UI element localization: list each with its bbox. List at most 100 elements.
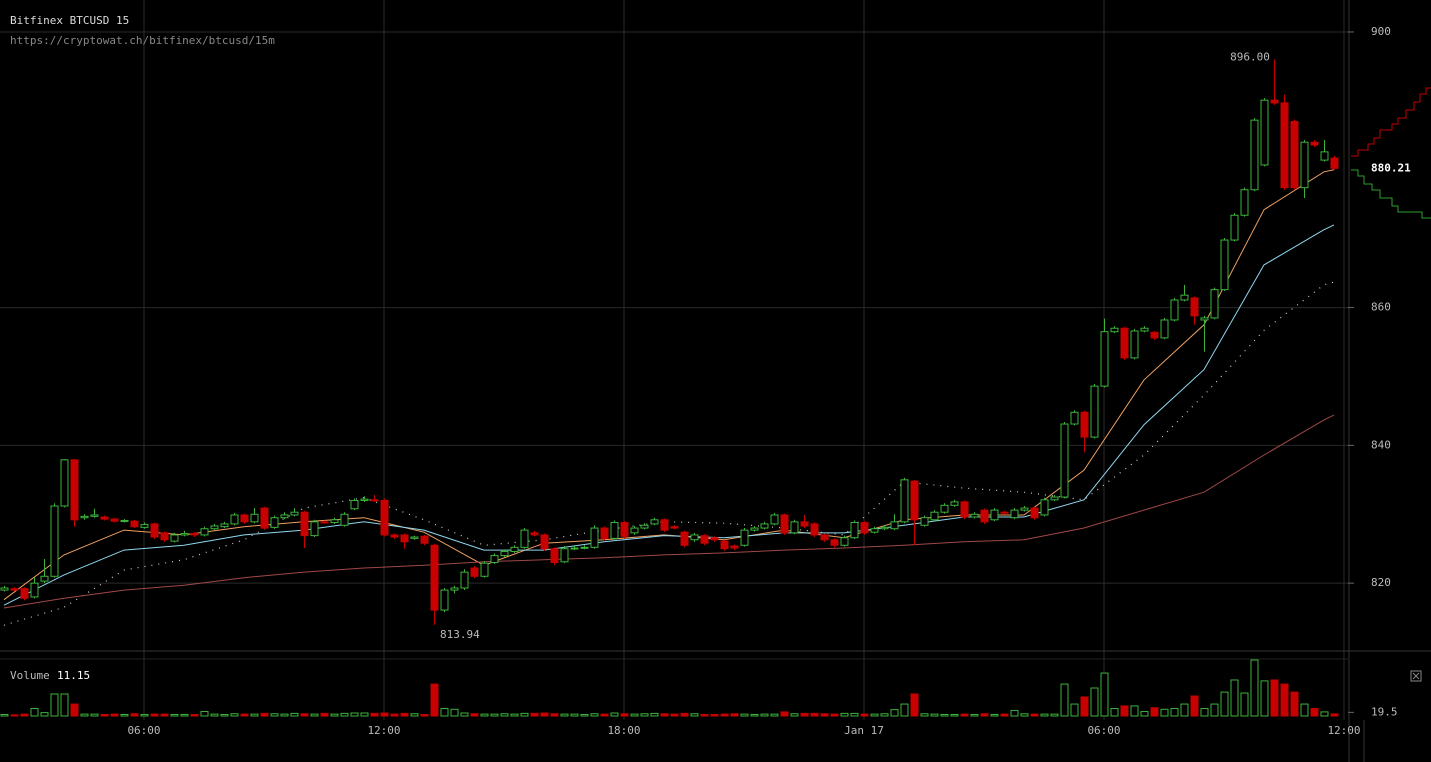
volume-bar [30, 708, 39, 717]
volume-bar [850, 712, 859, 717]
volume-bar [220, 714, 229, 717]
volume-bar [1050, 713, 1059, 717]
x-tick-label: Jan 17 [844, 724, 884, 737]
candle-body [1180, 294, 1189, 301]
candle-body [1250, 119, 1259, 191]
candle-body [460, 571, 469, 589]
volume-bar [1140, 711, 1149, 717]
volume-bar [1130, 705, 1139, 717]
x-tick-label: 18:00 [607, 724, 640, 737]
volume-bar [600, 713, 609, 717]
volume-bar [900, 703, 909, 717]
candle-body [1170, 299, 1179, 321]
candle-body [600, 527, 609, 539]
candle-body [180, 533, 189, 536]
volume-bar [970, 714, 979, 717]
volume-bar [610, 712, 619, 717]
candle-body [810, 523, 819, 536]
volume-bar [150, 713, 159, 717]
x-tick-label: 12:00 [367, 724, 400, 737]
volume-bar [630, 713, 639, 717]
candle-body [550, 548, 559, 563]
volume-bar [480, 713, 489, 717]
candle-body [890, 521, 899, 530]
volume-bar [1200, 708, 1209, 717]
candle-body [200, 528, 209, 536]
volume-bar [1080, 696, 1089, 717]
candle-body [1330, 157, 1339, 169]
candle-body [160, 532, 169, 541]
candle-body [1030, 507, 1039, 519]
volume-bar [960, 713, 969, 717]
candle-body [370, 499, 379, 502]
candle-body [110, 518, 119, 522]
volume-bar [350, 712, 359, 717]
candle-body [960, 501, 969, 518]
candle-body [170, 534, 179, 542]
volume-bar [1090, 687, 1099, 717]
volume-bar [360, 712, 369, 717]
candle-body [450, 587, 459, 591]
depth-asks [1351, 87, 1431, 157]
candle-body [140, 524, 149, 528]
candle-body [630, 527, 639, 534]
candle-body [950, 501, 959, 506]
volume-bar [940, 714, 949, 717]
volume-bar [790, 713, 799, 717]
candle-body [1070, 411, 1079, 425]
candle-body [190, 533, 199, 536]
volume-bar [290, 712, 299, 717]
close-icon[interactable] [1410, 670, 1422, 682]
volume-bar [640, 713, 649, 717]
candle-body [1000, 511, 1009, 514]
volume-bar [10, 714, 19, 717]
candle-body [440, 589, 449, 611]
candle-body [1150, 331, 1159, 339]
volume-bar [1150, 707, 1159, 717]
candle-body [1210, 289, 1219, 319]
low-annotation: 813.94 [440, 628, 480, 641]
candle-body [290, 511, 299, 516]
candle-body [1220, 239, 1229, 291]
x-tick-label: 06:00 [127, 724, 160, 737]
candle-body [0, 587, 9, 591]
volume-bar [1040, 713, 1049, 717]
volume-bar [60, 693, 69, 717]
candle-body [1140, 327, 1149, 332]
candle-body [510, 546, 519, 552]
volume-bar [1240, 692, 1249, 717]
volume-bar [460, 712, 469, 717]
volume-bar [1060, 683, 1069, 717]
candle-body [1060, 423, 1069, 498]
volume-bar [560, 713, 569, 717]
volume-bar [40, 712, 49, 717]
volume-bar [250, 713, 259, 717]
candle-body [480, 562, 489, 577]
candle-body [1050, 496, 1059, 501]
volume-bar [470, 713, 479, 717]
candle-body [530, 532, 539, 536]
volume-bar [1310, 708, 1319, 717]
candle-body [470, 567, 479, 577]
x-tick-label: 12:00 [1327, 724, 1360, 737]
high-annotation: 896.00 [1230, 51, 1270, 64]
candle-body [970, 513, 979, 518]
candle-body [320, 521, 329, 524]
candle-body [930, 511, 939, 521]
volume-bar [930, 713, 939, 717]
y-tick-label: 840 [1371, 438, 1391, 451]
volume-bar [1230, 679, 1239, 717]
candle-body [1230, 214, 1239, 241]
volume-bar [890, 709, 899, 717]
volume-bar [590, 713, 599, 717]
volume-bar [1030, 713, 1039, 717]
volume-bar [1270, 679, 1279, 717]
last-price-label: 880.21 [1371, 161, 1411, 174]
volume-bar [1170, 708, 1179, 717]
candle-body [1310, 141, 1319, 146]
volume-bar [440, 708, 449, 717]
depth-bids [1351, 169, 1431, 219]
candle-body [1110, 327, 1119, 333]
candle-body [20, 588, 29, 599]
